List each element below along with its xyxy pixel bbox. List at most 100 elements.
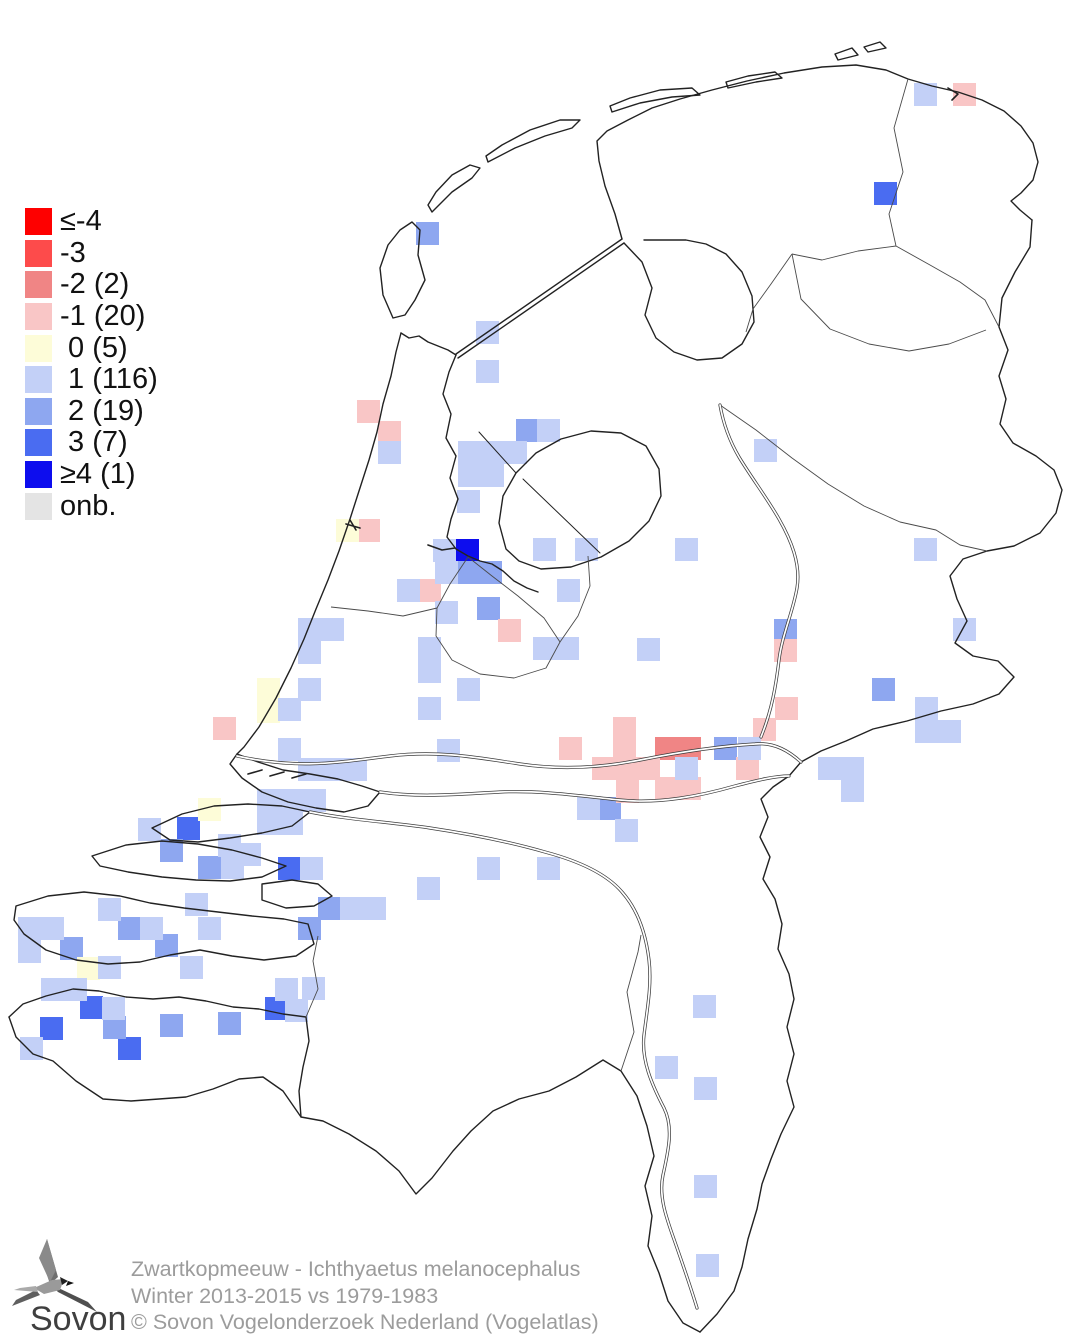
grid-cell <box>378 421 401 444</box>
grid-cell <box>736 757 759 780</box>
grid-cell <box>418 697 441 720</box>
legend-item: -3 <box>25 238 158 270</box>
grid-cell <box>914 83 937 106</box>
caption-period: Winter 2013-2015 vs 1979-1983 <box>131 1283 439 1308</box>
grid-cell <box>675 538 698 561</box>
legend-label: ≥4 (1) <box>60 458 136 491</box>
grid-cell <box>198 917 221 940</box>
grid-cell <box>775 697 798 720</box>
grid-cell <box>318 897 341 920</box>
grid-cell <box>357 400 380 423</box>
grid-cell <box>40 1017 63 1040</box>
legend-swatch <box>25 492 52 520</box>
grid-cell <box>615 819 638 842</box>
grid-cell <box>275 978 298 1001</box>
legend-item: onb. <box>25 490 158 522</box>
swallow-icon <box>12 1239 97 1312</box>
grid-cell <box>298 618 321 641</box>
grid-cell <box>102 997 125 1020</box>
legend-label: ≤-4 <box>60 205 102 238</box>
legend-item: -2 (2) <box>25 269 158 301</box>
grid-cell <box>678 737 701 760</box>
grid-cell <box>504 441 527 464</box>
grid-cell <box>278 738 301 761</box>
grid-cell <box>456 539 479 562</box>
grid-cell <box>477 597 500 620</box>
grid-cell <box>417 877 440 900</box>
grid-cell <box>655 1056 678 1079</box>
legend-swatch <box>25 397 52 425</box>
grid-cell <box>533 538 556 561</box>
grid-cell <box>378 441 401 464</box>
legend-item: ≤-4 <box>25 206 158 238</box>
grid-cell <box>198 798 221 821</box>
grid-cell <box>435 601 458 624</box>
grid-cell <box>140 917 163 940</box>
grid-cell <box>302 977 325 1000</box>
legend-label: -1 (20) <box>60 300 146 333</box>
grid-cell <box>818 757 841 780</box>
grid-cell <box>340 897 363 920</box>
grid-cell <box>537 857 560 880</box>
legend-swatch <box>25 208 52 236</box>
grid-cell <box>516 419 539 442</box>
grid-cell <box>435 561 458 584</box>
grid-cell <box>675 757 698 780</box>
grid-cell <box>298 678 321 701</box>
grid-cell <box>537 419 560 442</box>
grid-cell <box>874 182 897 205</box>
legend-label: -3 <box>60 236 86 269</box>
grid-cell <box>41 917 64 940</box>
grid-cell <box>458 464 481 487</box>
caption-copyright: © Sovon Vogelonderzoek Nederland (Vogela… <box>131 1310 599 1335</box>
grid-cell <box>218 1012 241 1035</box>
grid-cell <box>118 1037 141 1060</box>
grid-cell <box>198 856 221 879</box>
grid-cell <box>557 579 580 602</box>
grid-cell <box>613 717 636 740</box>
grid-cell <box>321 618 344 641</box>
grid-cell <box>257 789 280 812</box>
grid-cell <box>637 638 660 661</box>
legend-swatch <box>25 461 52 489</box>
province-borders-layer <box>305 78 1000 1072</box>
grid-cell <box>938 720 961 743</box>
legend-swatch <box>25 303 52 331</box>
grid-cell <box>138 818 161 841</box>
legend-label: -2 (2) <box>60 268 130 301</box>
grid-cell <box>344 758 367 781</box>
grid-cell <box>872 678 895 701</box>
grid-cell <box>693 995 716 1018</box>
grid-cell <box>477 857 500 880</box>
grid-cell <box>357 519 380 542</box>
grid-cell <box>103 1016 126 1039</box>
legend-item: 2 (19) <box>25 396 158 428</box>
grid-cell <box>841 779 864 802</box>
grid-cell <box>696 1254 719 1277</box>
caption: Zwartkopmeeuw - Ichthyaetus melanocephal… <box>131 1256 599 1336</box>
grid-cell <box>177 817 200 840</box>
grid-cell <box>637 757 660 780</box>
legend-item: 0 (5) <box>25 332 158 364</box>
sovon-logo: Sovon <box>12 1239 126 1338</box>
grid-cell <box>418 579 441 602</box>
legend-swatch <box>25 429 52 457</box>
grid-cell <box>418 660 441 683</box>
grid-cell <box>841 757 864 780</box>
grid-cell <box>433 539 456 562</box>
grid-cell <box>160 839 183 862</box>
grid-cell <box>18 940 41 963</box>
legend-label: 2 (19) <box>60 394 144 427</box>
legend-item: ≥4 (1) <box>25 459 158 491</box>
grid-cell <box>118 917 141 940</box>
grid-cell <box>458 441 481 464</box>
grid-cell <box>160 1014 183 1037</box>
grid-cell <box>914 538 937 561</box>
grid-cell <box>481 464 504 487</box>
grid-cell <box>592 757 615 780</box>
grid-cell <box>278 698 301 721</box>
grid-cell <box>457 678 480 701</box>
